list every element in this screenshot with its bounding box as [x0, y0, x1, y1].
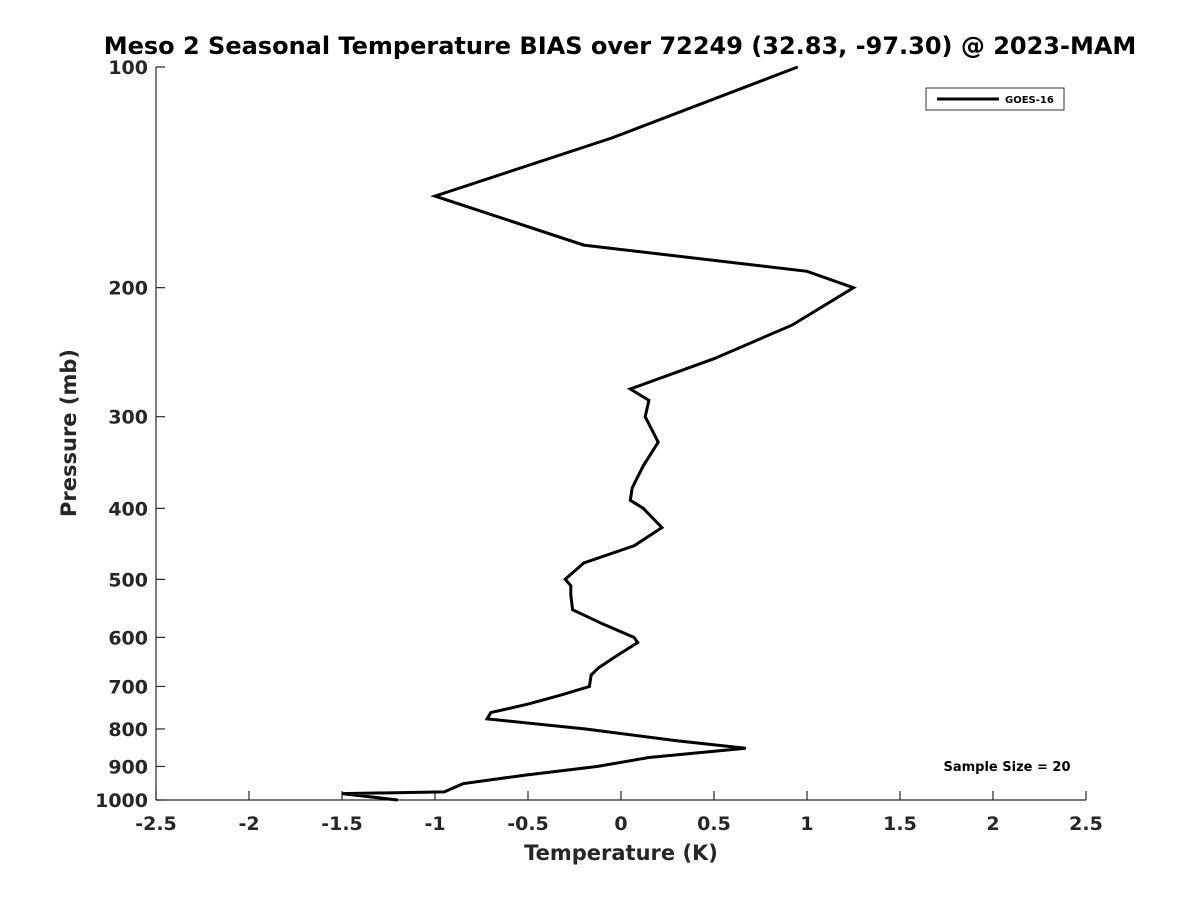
- data-point: [745, 747, 747, 749]
- data-point: [853, 287, 854, 289]
- data-point: [657, 441, 659, 443]
- data-point: [572, 609, 574, 611]
- data-point: [588, 686, 590, 687]
- series-line-goes-16: [341, 65, 857, 802]
- data-point: [583, 562, 585, 564]
- data-point: [570, 585, 572, 587]
- data-point: [637, 642, 639, 644]
- data-point: [601, 623, 603, 625]
- y-axis-label: Pressure (mb): [57, 349, 81, 517]
- data-point: [341, 793, 343, 795]
- y-tick-label: 600: [108, 627, 148, 649]
- data-point: [806, 270, 808, 272]
- sample-size-annotation: Sample Size = 20: [943, 760, 1070, 775]
- y-tick-label: 700: [108, 676, 148, 698]
- x-tick-label: -1.5: [321, 813, 363, 835]
- data-point: [443, 791, 445, 793]
- data-point: [590, 674, 592, 676]
- data-point: [559, 694, 561, 696]
- data-point: [570, 594, 572, 596]
- y-tick-label: 900: [108, 756, 148, 778]
- data-point: [633, 545, 635, 547]
- data-point: [564, 578, 566, 580]
- data-point: [633, 636, 635, 638]
- y-tick-label: 800: [108, 719, 148, 741]
- data-point: [490, 712, 492, 714]
- x-tick-group: -2.5 -2 -1.5 -1 -0.5 0 0.5 1 1.5 2 2.5: [135, 791, 1103, 835]
- x-tick-label: 1: [800, 813, 813, 835]
- data-point: [486, 718, 488, 720]
- x-tick-label: -2.5: [135, 813, 177, 835]
- x-tick-label: 1.5: [883, 813, 917, 835]
- y-tick-group: 100 200 300 400 500 600 700 800 900 1000: [95, 57, 165, 812]
- data-point: [616, 654, 618, 656]
- series-layer: [341, 65, 857, 802]
- data-point: [648, 399, 650, 401]
- data-point: [642, 465, 644, 467]
- x-tick-label: -2: [238, 813, 259, 835]
- data-point: [642, 507, 644, 509]
- y-tick-label: 200: [108, 278, 148, 300]
- data-point: [598, 667, 600, 669]
- y-tick-label: 100: [108, 57, 148, 79]
- x-axis-label: Temperature (K): [524, 841, 718, 865]
- data-point: [585, 728, 587, 730]
- data-point: [527, 703, 529, 705]
- x-tick-label: 0: [614, 813, 627, 835]
- data-point: [523, 774, 525, 776]
- data-point: [629, 388, 631, 390]
- x-tick-label: 2.5: [1069, 813, 1103, 835]
- data-point: [434, 195, 436, 197]
- data-point: [713, 358, 715, 360]
- x-tick-label: 0.5: [697, 813, 731, 835]
- chart-title: Meso 2 Seasonal Temperature BIAS over 72…: [104, 32, 1137, 60]
- data-point: [644, 416, 646, 418]
- data-point: [797, 66, 799, 68]
- data-point: [583, 244, 585, 246]
- data-point: [611, 137, 613, 139]
- y-tick-label: 1000: [95, 790, 148, 812]
- data-point: [648, 757, 650, 758]
- y-tick-label: 500: [108, 569, 148, 591]
- x-tick-label: -0.5: [507, 813, 549, 835]
- data-point: [397, 799, 399, 801]
- data-point: [462, 783, 464, 785]
- data-point: [661, 527, 663, 529]
- x-tick-label: 2: [986, 813, 999, 835]
- y-tick-label: 400: [108, 498, 148, 520]
- legend: GOES-16: [925, 87, 1065, 111]
- data-point: [629, 499, 631, 501]
- data-point: [631, 487, 633, 489]
- data-point: [791, 324, 793, 326]
- x-tick-label: -1: [424, 813, 445, 835]
- legend-label-goes-16: GOES-16: [1005, 95, 1054, 106]
- y-tick-label: 300: [108, 407, 148, 429]
- data-point: [676, 740, 678, 742]
- data-point: [596, 766, 598, 767]
